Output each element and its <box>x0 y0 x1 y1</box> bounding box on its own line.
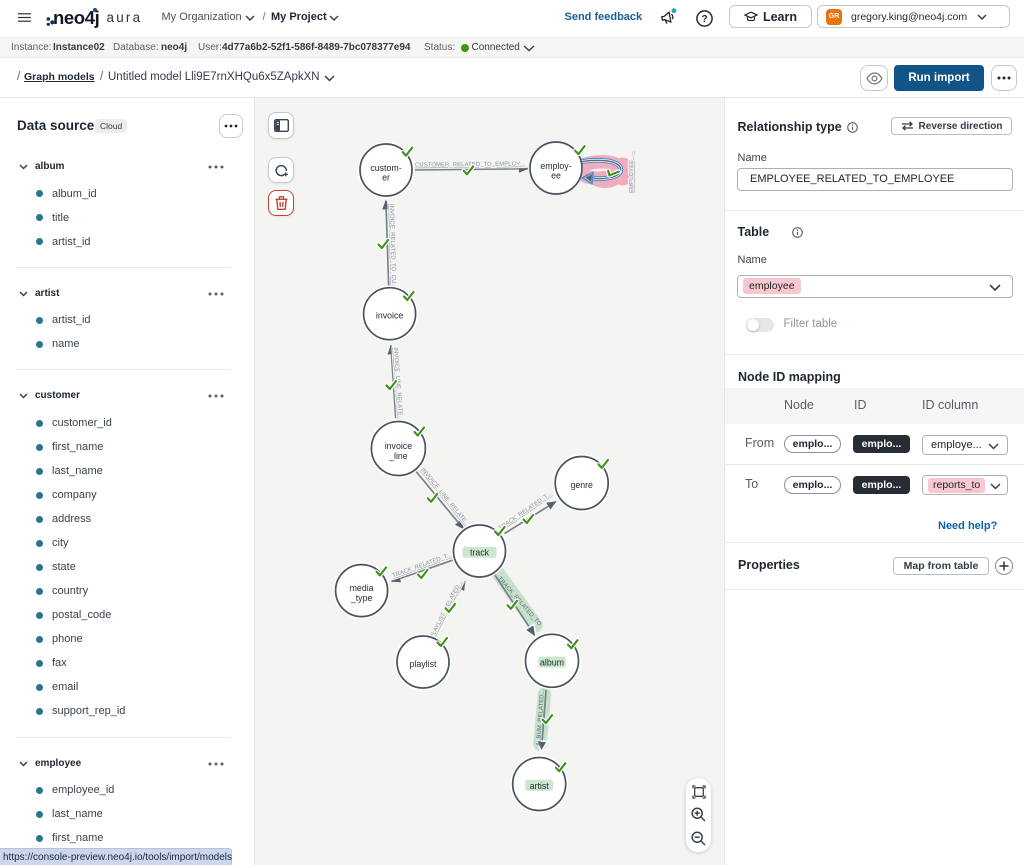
svg-text:ee: ee <box>551 171 561 181</box>
svg-text:custom-: custom- <box>370 163 401 173</box>
svg-text:invoice: invoice <box>385 441 412 451</box>
svg-text:genre: genre <box>570 480 593 490</box>
svg-text:artist: artist <box>530 781 550 791</box>
svg-text:album: album <box>540 658 564 668</box>
svg-text:track: track <box>470 548 490 558</box>
svg-text:CUSTOMER_RELATED_TO_EMPLOY...: CUSTOMER_RELATED_TO_EMPLOY... <box>415 161 525 168</box>
svg-text:ALBUM_RELATED...: ALBUM_RELATED... <box>536 689 546 746</box>
svg-text:media: media <box>350 583 374 593</box>
svg-text:TRACK_RELATED_TO: TRACK_RELATED_TO <box>496 576 542 628</box>
svg-text:INVOICE_RELATED_TO_CU...: INVOICE_RELATED_TO_CU... <box>388 204 396 289</box>
svg-text:_line: _line <box>388 451 408 461</box>
svg-text:_type: _type <box>350 593 373 603</box>
svg-text:?: ? <box>701 14 707 25</box>
svg-text:playlist: playlist <box>410 659 437 669</box>
svg-text:employ-: employ- <box>540 161 571 171</box>
svg-text:er: er <box>382 173 390 183</box>
svg-text:EMPLOYEE_...: EMPLOYEE_... <box>629 151 635 193</box>
svg-text:invoice: invoice <box>376 311 403 321</box>
